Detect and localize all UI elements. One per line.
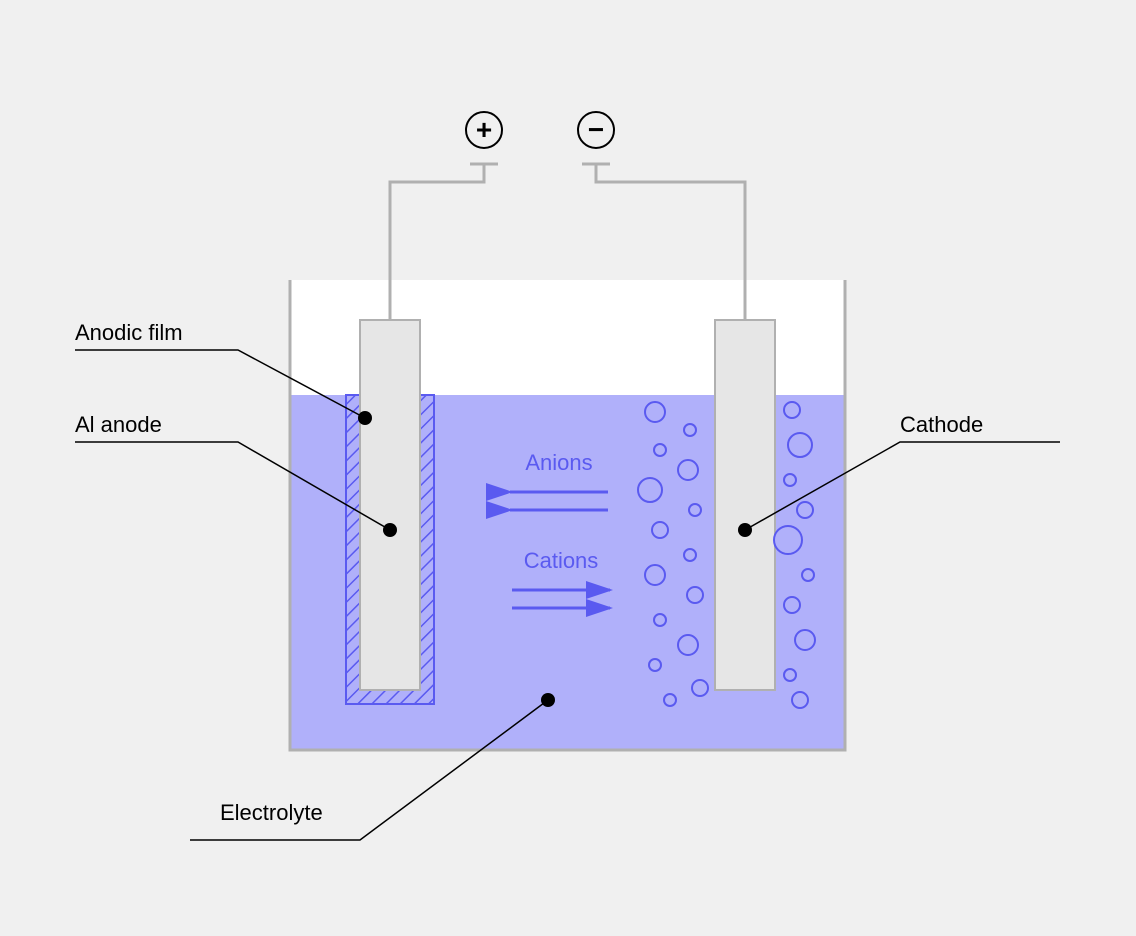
- bubble: [684, 424, 696, 436]
- anode-electrode: [360, 320, 420, 690]
- bubble: [645, 565, 665, 585]
- bubble: [795, 630, 815, 650]
- bubble: [678, 460, 698, 480]
- bubble: [774, 526, 802, 554]
- bubble: [784, 474, 796, 486]
- bubble: [645, 402, 665, 422]
- bubble: [784, 669, 796, 681]
- bubble: [788, 433, 812, 457]
- cathode-label: Cathode: [900, 412, 983, 437]
- bubble: [689, 504, 701, 516]
- minus-terminal-label: −: [588, 114, 604, 145]
- anions-label: Anions: [525, 450, 592, 475]
- bubble: [797, 502, 813, 518]
- bubble: [652, 522, 668, 538]
- bubble: [784, 597, 800, 613]
- cations-label: Cations: [524, 548, 599, 573]
- plus-terminal-label: +: [476, 114, 492, 145]
- bubble: [802, 569, 814, 581]
- bubble: [792, 692, 808, 708]
- al-anode-label: Al anode: [75, 412, 162, 437]
- bubble: [638, 478, 662, 502]
- bubble: [654, 614, 666, 626]
- bubble: [654, 444, 666, 456]
- bubble: [687, 587, 703, 603]
- electrolyte-label: Electrolyte: [220, 800, 323, 825]
- electrolysis-diagram: + − Anions Cations Anodic film Al anode Cathod…: [0, 0, 1136, 936]
- bubble: [649, 659, 661, 671]
- bubble: [784, 402, 800, 418]
- anodic-film-label: Anodic film: [75, 320, 183, 345]
- cathode-electrode: [715, 320, 775, 690]
- bubble: [664, 694, 676, 706]
- bubble: [692, 680, 708, 696]
- bubble: [684, 549, 696, 561]
- bubble: [678, 635, 698, 655]
